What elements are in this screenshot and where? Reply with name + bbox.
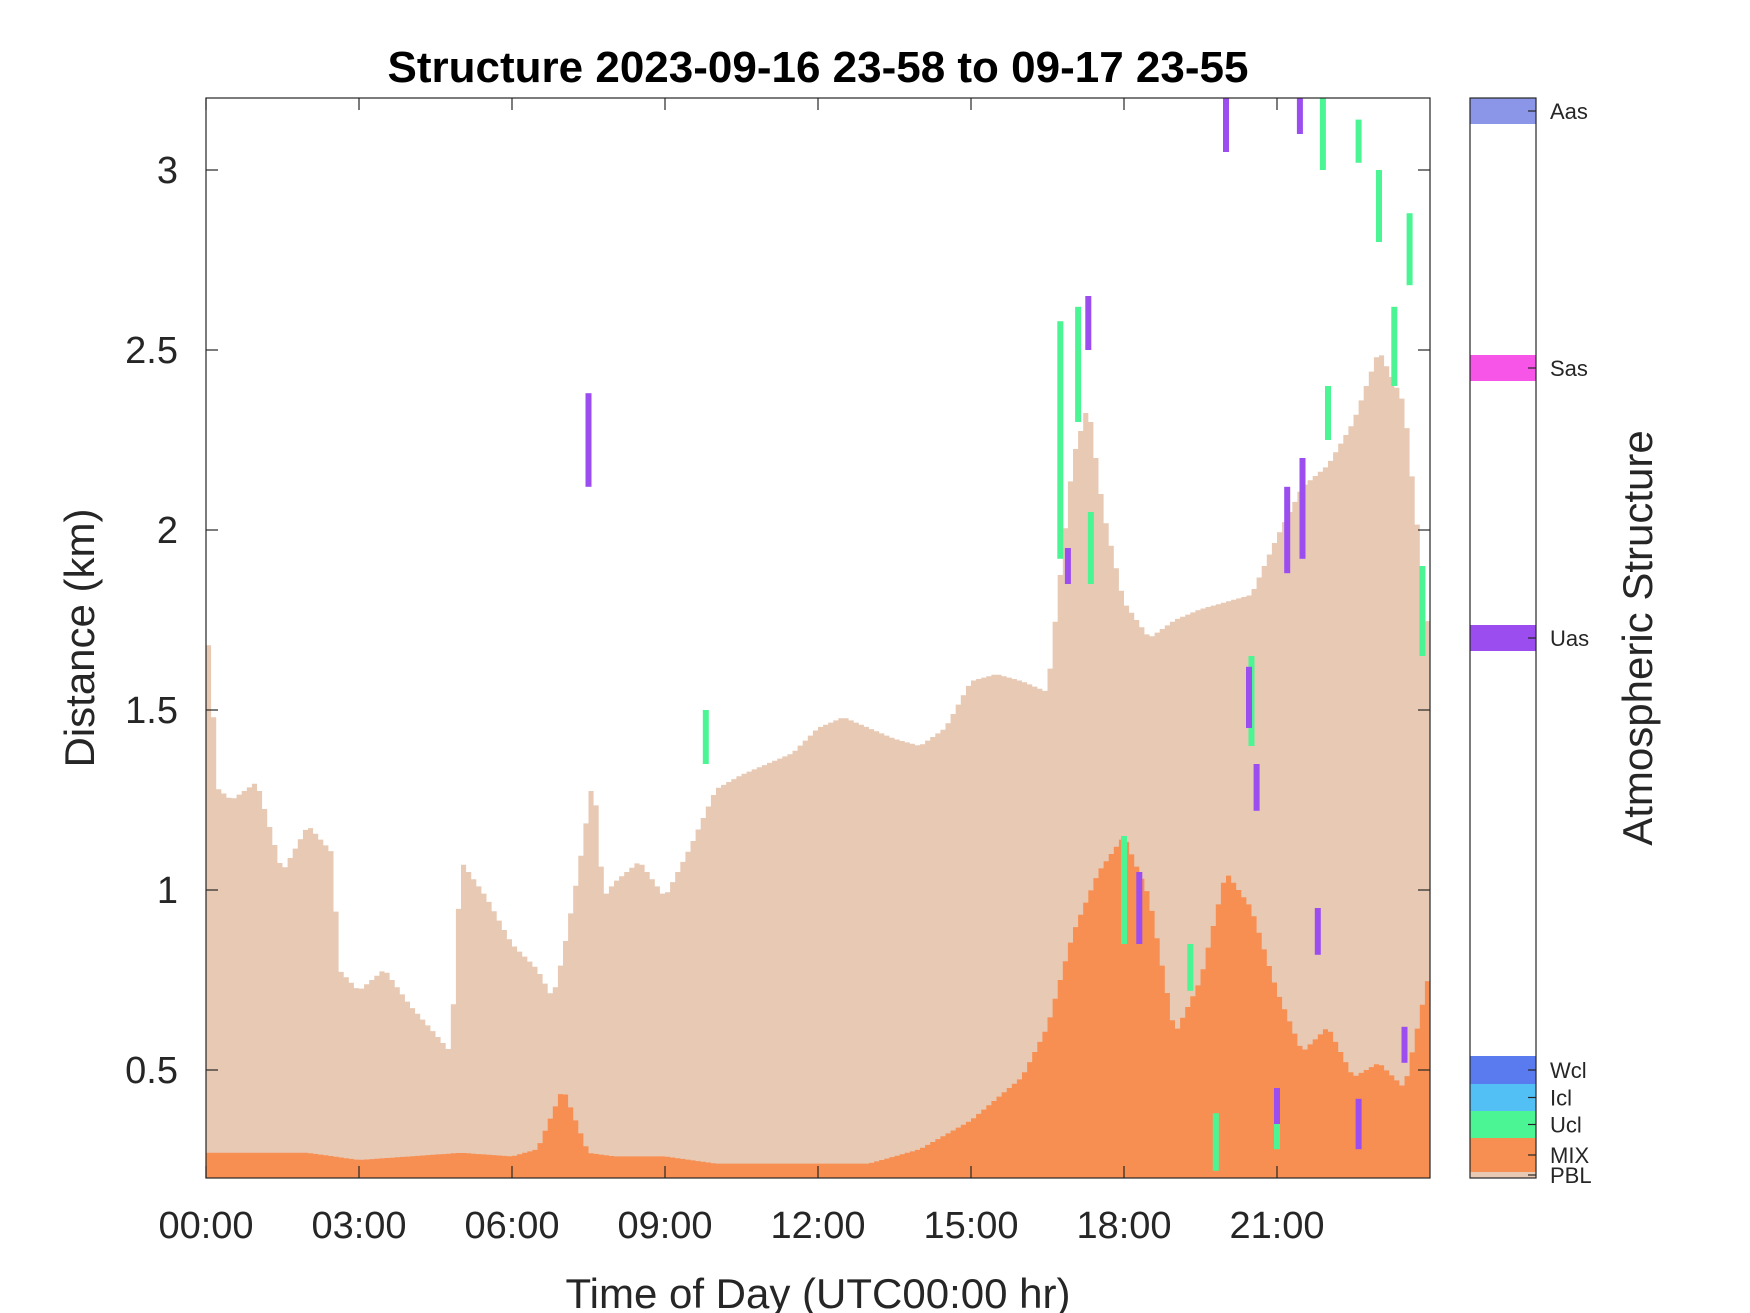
ucl-segment <box>1355 119 1362 163</box>
uas-segment <box>1136 872 1143 944</box>
y-axis-label: Distance (km) <box>56 508 103 767</box>
colorbar-tick-label: Sas <box>1550 356 1588 381</box>
ucl-segment <box>1212 1113 1219 1171</box>
y-tick-label: 1 <box>157 870 178 912</box>
colorbar-swatch-aas <box>1470 98 1536 124</box>
x-tick-label: 12:00 <box>770 1205 865 1247</box>
y-axis: 0.5 1 1.5 2 2.5 3 <box>125 150 1430 1092</box>
colorbar-tick-label: MIX <box>1550 1143 1589 1168</box>
colorbar-tick-label: Icl <box>1550 1086 1572 1111</box>
uas-segment <box>1223 98 1229 152</box>
colorbar-tick-label: Uas <box>1550 626 1589 651</box>
uas-segment <box>1284 486 1291 574</box>
colorbar-label: Atmospheric Structure <box>1614 430 1661 846</box>
y-tick-label: 2.5 <box>125 330 178 372</box>
chart-title: Structure 2023-09-16 23-58 to 09-17 23-5… <box>388 43 1249 92</box>
x-tick-label: 00:00 <box>158 1205 253 1247</box>
uas-segment <box>1355 1098 1362 1150</box>
uas-segment <box>1401 1026 1408 1063</box>
ucl-segment <box>1406 213 1413 286</box>
colorbar-swatch-wcl <box>1470 1056 1536 1084</box>
plot-area <box>205 97 1431 1179</box>
ucl-segment <box>1419 566 1426 656</box>
ucl-segment <box>1057 321 1064 559</box>
uas-segment <box>1064 548 1071 584</box>
colorbar-frame <box>1469 97 1537 1179</box>
ucl-segment <box>702 710 709 764</box>
ucl-segment <box>1391 306 1398 386</box>
ucl-segment <box>1187 944 1194 991</box>
colorbar-tick-label: PBL <box>1550 1163 1592 1188</box>
ucl-segment <box>1087 512 1094 584</box>
ucl-segment <box>1376 170 1382 242</box>
ucl-segment <box>1325 386 1331 440</box>
y-tick-label: 1.5 <box>125 690 178 732</box>
colorbar-swatch-icl <box>1470 1084 1536 1111</box>
uas-segment <box>1085 296 1092 350</box>
y-tick-label: 0.5 <box>125 1050 178 1092</box>
x-tick-label: 15:00 <box>923 1205 1018 1247</box>
ucl-segment <box>1075 306 1082 422</box>
colorbar-swatch-pbl <box>1470 1172 1536 1178</box>
x-tick-label: 06:00 <box>464 1205 559 1247</box>
x-tick-label: 21:00 <box>1229 1205 1324 1247</box>
x-axis-label: Time of Day (UTC00:00 hr) <box>566 1270 1071 1313</box>
colorbar-tick-label: Ucl <box>1550 1113 1582 1138</box>
y-tick-label: 2 <box>157 510 178 552</box>
x-tick-label: 09:00 <box>617 1205 712 1247</box>
x-axis: 00:00 03:00 06:00 09:00 12:00 15:00 18:00 21:00 <box>158 98 1325 1247</box>
colorbar-tick-label: Aas <box>1550 99 1588 124</box>
uas-segment <box>1296 98 1303 134</box>
colorbar-swatch-ucl <box>1470 1111 1536 1138</box>
uas-segments <box>585 98 1408 1150</box>
ucl-segment <box>1319 98 1326 170</box>
uas-segment <box>1299 458 1306 559</box>
colorbar-tick-label: Wcl <box>1550 1058 1587 1083</box>
uas-segment <box>1274 1088 1280 1124</box>
ucl-segment <box>1121 836 1127 944</box>
colorbar-swatch-mix <box>1470 1138 1536 1172</box>
colorbar-swatch-sas <box>1470 355 1536 381</box>
uas-segment <box>1246 666 1252 728</box>
x-tick-label: 18:00 <box>1076 1205 1171 1247</box>
uas-segment <box>1253 764 1260 811</box>
uas-segment <box>1314 908 1321 955</box>
uas-segment <box>585 393 592 487</box>
colorbar-swatch-uas <box>1470 625 1536 651</box>
x-tick-label: 03:00 <box>311 1205 406 1247</box>
y-tick-label: 3 <box>157 150 178 192</box>
ucl-segments <box>702 98 1426 1171</box>
